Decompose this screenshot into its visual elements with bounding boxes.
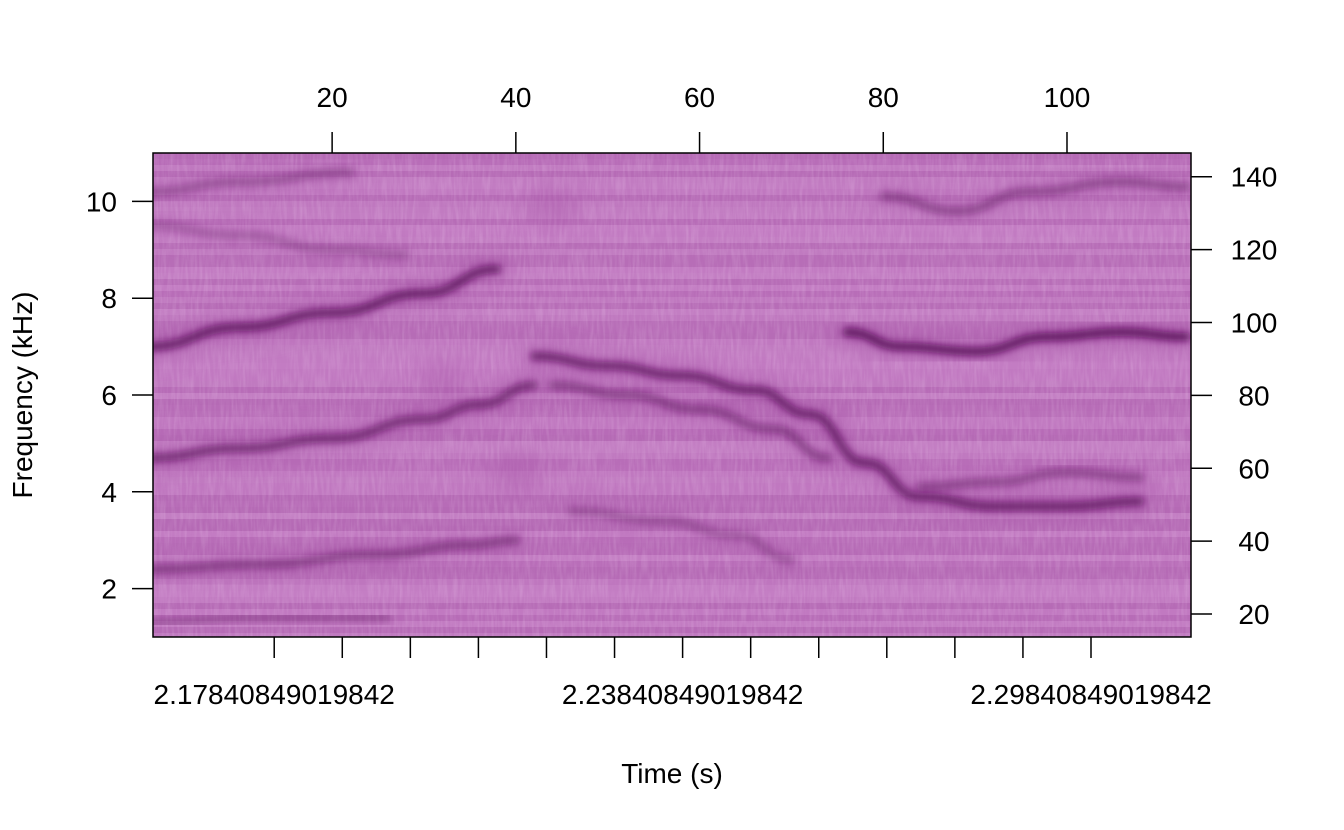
- y-left-tick-label: 4: [101, 477, 117, 508]
- spectrogram-contour: [153, 221, 410, 259]
- y-right-tick-label: 100: [1231, 307, 1278, 338]
- spectrogram-contour: [153, 613, 392, 627]
- y-left-tick-label: 2: [101, 574, 117, 605]
- x-top-tick-label: 100: [1044, 82, 1091, 113]
- spectrogram-contour: [916, 468, 1145, 491]
- spectrogram-contour: [153, 168, 355, 196]
- y-left-tick-label: 10: [86, 186, 117, 217]
- x-top-tick-label: 20: [317, 82, 348, 113]
- x-bottom-tick-label: 2.29840849019842: [970, 679, 1211, 710]
- y-right-tick-label: 20: [1238, 599, 1269, 630]
- x-axis-bottom: 2.17840849019842 2.23840849019842 2.298408…: [154, 637, 1212, 710]
- x-bottom-tick-label: 2.23840849019842: [562, 679, 803, 710]
- y-right-tick-label: 60: [1238, 453, 1269, 484]
- spectrogram-contour: [548, 381, 833, 462]
- y-axis-title: Frequency (kHz): [7, 292, 38, 499]
- x-top-tick-label: 60: [684, 82, 715, 113]
- y-right-tick-label: 140: [1231, 162, 1278, 193]
- y-axis-right: 20 40 60 80 100 120 140: [1191, 162, 1277, 630]
- x-top-tick-label: 80: [868, 82, 899, 113]
- spectrogram-contour: [842, 328, 1191, 356]
- y-right-tick-label: 80: [1238, 380, 1269, 411]
- x-axis-top: 20 40 60 80 100: [317, 82, 1091, 153]
- y-left-tick-label: 8: [101, 283, 117, 314]
- spectrogram-contours: [153, 159, 1191, 636]
- y-right-tick-label: 120: [1231, 235, 1278, 266]
- spectrogram-blob: [526, 186, 579, 227]
- x-bottom-tick-label: 2.17840849019842: [154, 679, 395, 710]
- spectrogram-blob: [416, 360, 469, 401]
- spectrogram-blob: [489, 452, 542, 493]
- spectrogram-contour: [153, 381, 539, 462]
- spectrogram-contour: [566, 507, 796, 564]
- spectrogram-contour: [153, 536, 520, 574]
- x-axis-title: Time (s): [621, 758, 723, 789]
- spectrogram-contour: [153, 265, 502, 351]
- spectrogram-image: [153, 153, 1191, 637]
- y-right-tick-label: 40: [1238, 526, 1269, 557]
- y-left-tick-label: 6: [101, 380, 117, 411]
- spectrogram-contour: [879, 178, 1191, 216]
- x-top-tick-label: 40: [500, 82, 531, 113]
- spectrogram-contour: [530, 352, 1145, 511]
- y-axis-left: 2 4 6 8 10: [86, 186, 153, 605]
